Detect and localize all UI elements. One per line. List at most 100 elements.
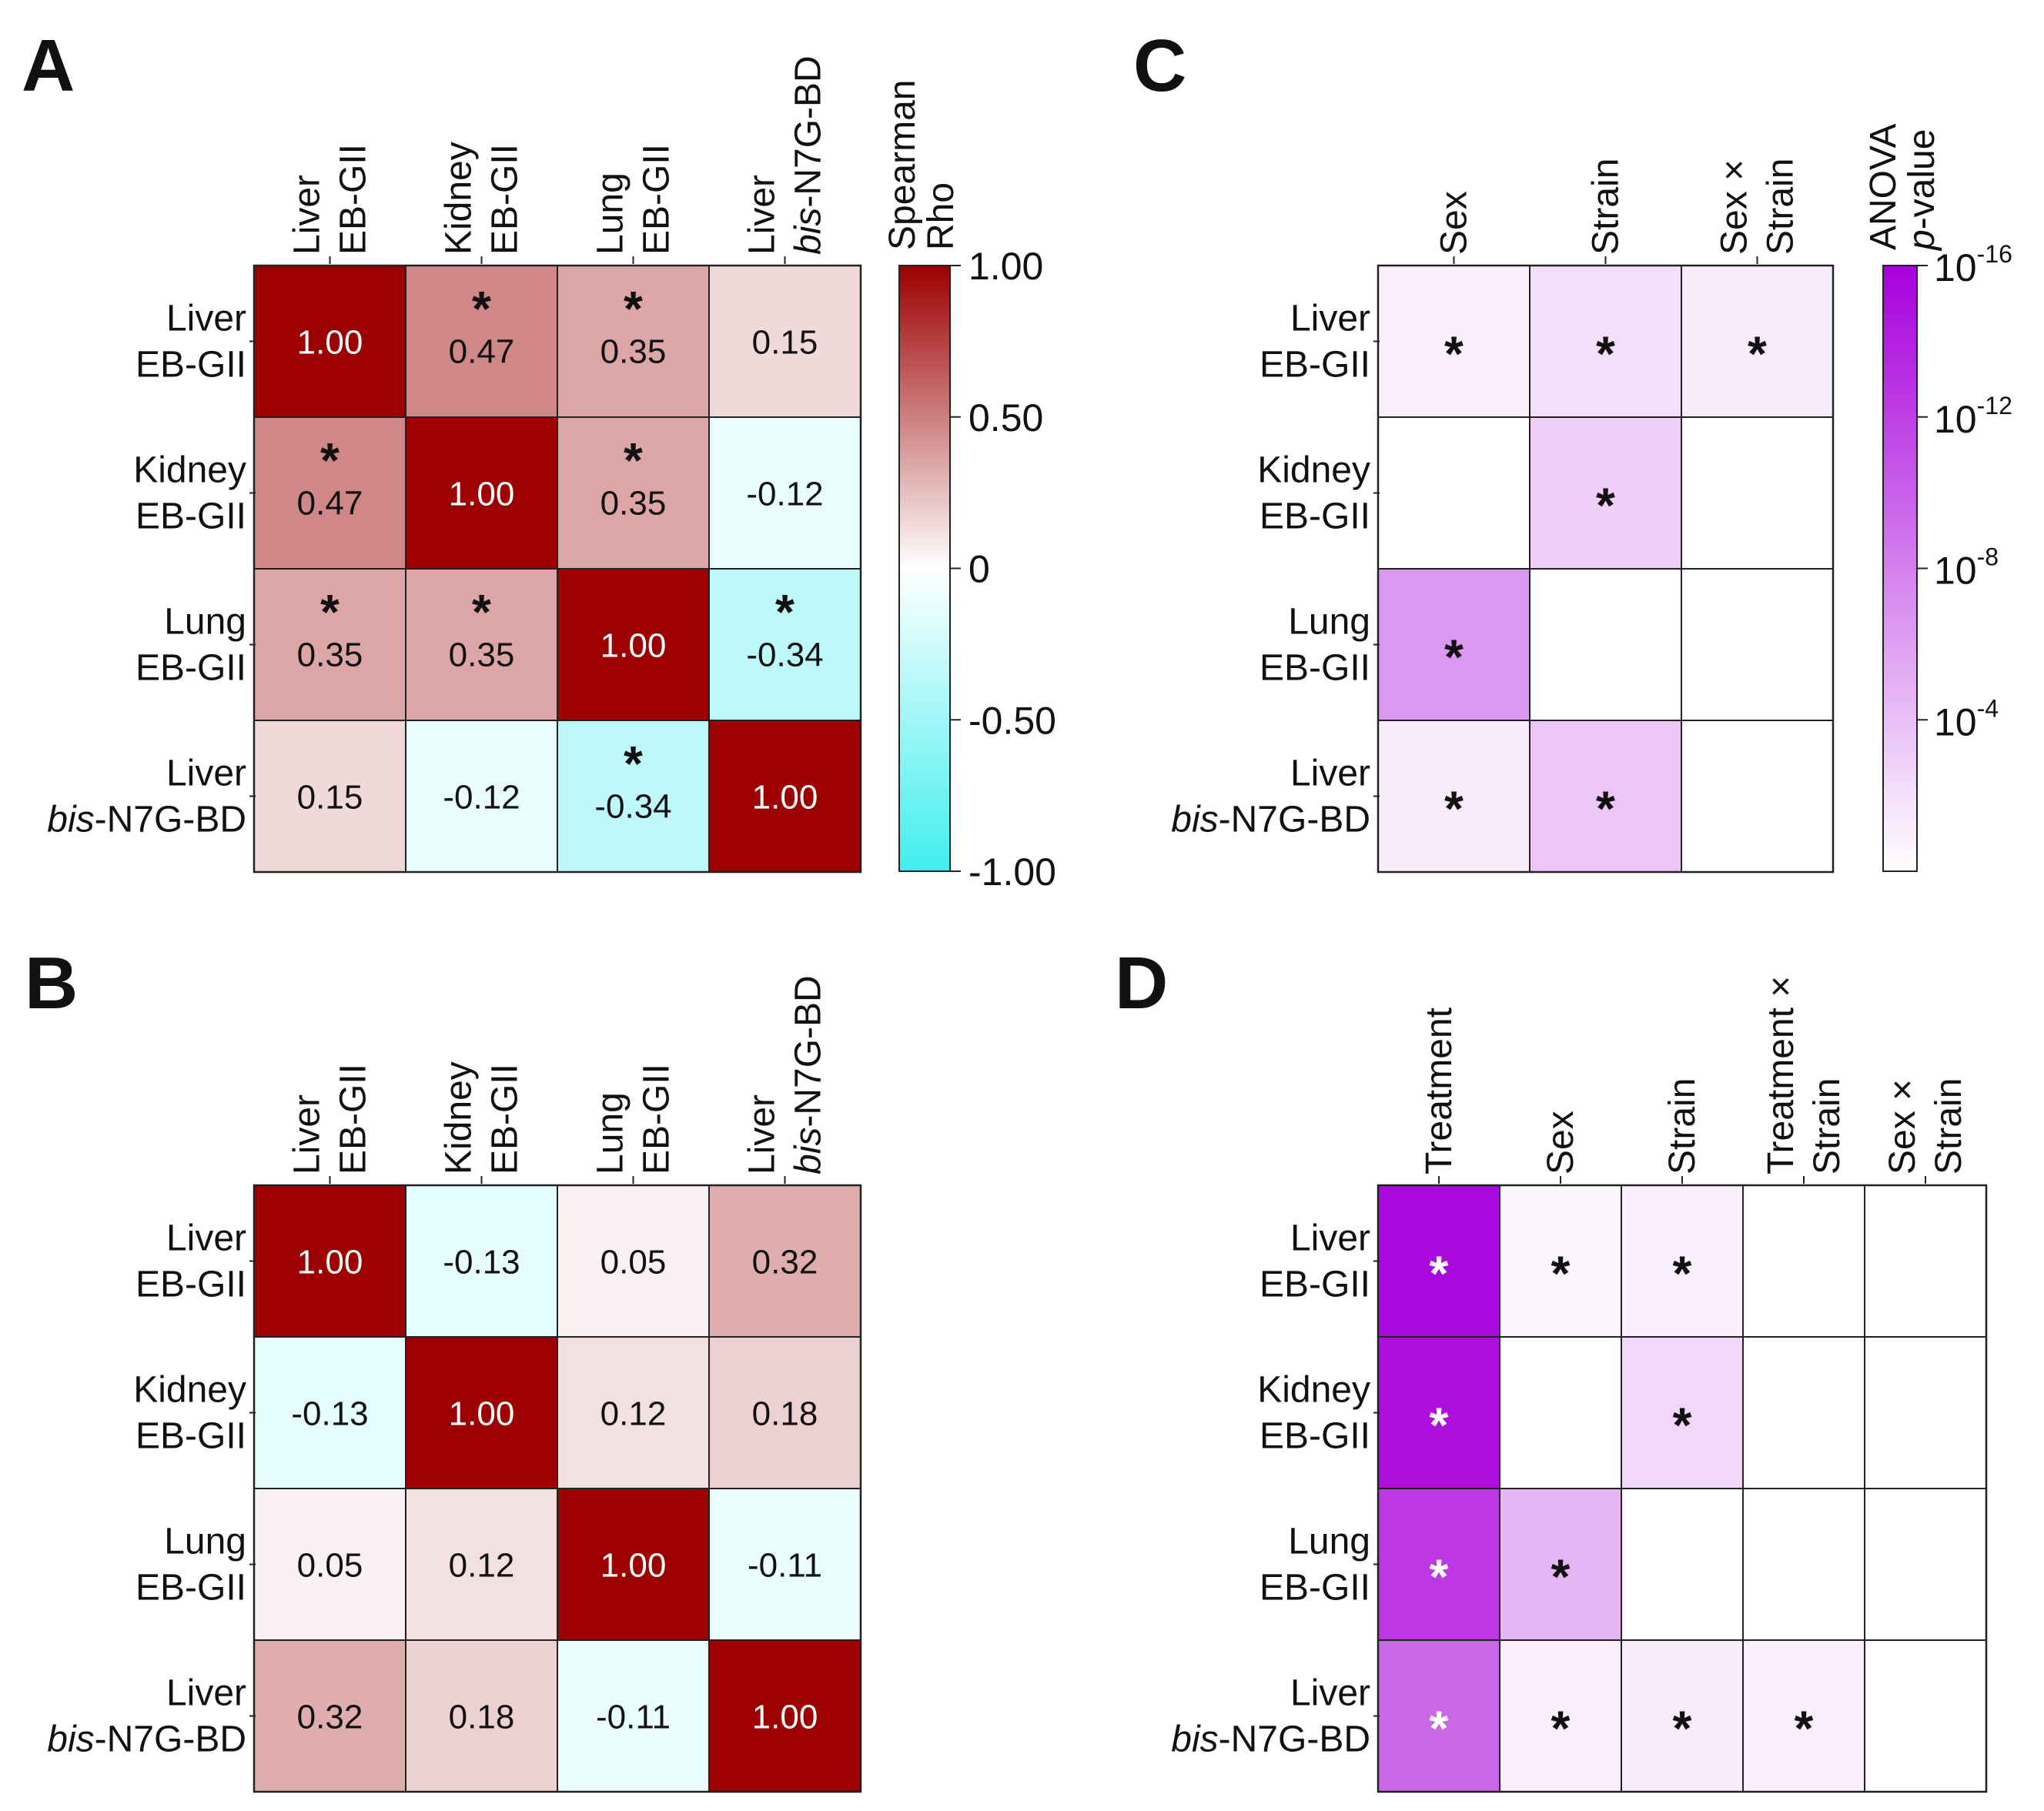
- significance-star: *: [1673, 1398, 1692, 1453]
- colorbar-title: p-value: [1902, 129, 1942, 252]
- column-label: Kidney: [439, 1061, 480, 1174]
- colorbar-title: Spearman: [882, 80, 923, 250]
- heatmap-cell: [1864, 1639, 1987, 1793]
- heatmap-cell: [557, 1336, 710, 1489]
- heatmap-cell: [1377, 416, 1530, 570]
- column-label: Lung: [590, 1092, 631, 1174]
- heatmap-cell: [1742, 1488, 1865, 1641]
- column-label: EB-GII: [637, 144, 677, 255]
- row-label: EB-GII: [1260, 496, 1370, 537]
- heatmap-cell: [1529, 265, 1682, 418]
- significance-star: *: [624, 433, 643, 488]
- label-plain-part: -N7G-BD: [788, 975, 829, 1127]
- row-label: Kidney: [1257, 450, 1370, 491]
- column-label: Liver: [742, 1094, 783, 1174]
- row-label: EB-GII: [1260, 345, 1370, 386]
- column-label: bis-N7G-BD: [788, 55, 829, 255]
- column-label: Treatment: [1419, 1007, 1460, 1174]
- cell-value: 1.00: [752, 1699, 818, 1736]
- label-italic-part: bis: [47, 800, 94, 840]
- heatmap-cell: [708, 1639, 861, 1793]
- heatmap-cell: [1529, 568, 1682, 721]
- heatmap-frame: [1377, 264, 1835, 874]
- heatmap-cell: [253, 1336, 406, 1489]
- colorbar-tick-label: 10-16: [1934, 240, 2012, 289]
- cell-value: 0.35: [600, 333, 667, 371]
- heatmap-cell: [405, 1185, 558, 1338]
- row-label: EB-GII: [135, 1416, 246, 1457]
- significance-star: *: [1551, 1246, 1571, 1301]
- heatmap-cell: [1742, 1336, 1865, 1489]
- significance-star: *: [472, 584, 491, 640]
- cell-value: -0.34: [746, 637, 823, 674]
- panel-D: * * * * * * * * * * * Liver EB-GII Kidney EB-GII Lung EB…: [1171, 976, 1988, 1793]
- heatmap-cell: [1529, 720, 1682, 873]
- column-label: Strain: [1929, 1078, 1969, 1174]
- cell-value: 1.00: [600, 1547, 667, 1585]
- row-label: EB-GII: [135, 648, 246, 689]
- column-label: Strain: [1761, 159, 1801, 255]
- column-label: Sex ×: [1882, 1079, 1923, 1174]
- significance-star: *: [1430, 1549, 1449, 1605]
- heatmap-cell: [1529, 416, 1682, 570]
- heatmap-cell: [1377, 1639, 1500, 1793]
- colorbar-title: ANOVA: [1863, 124, 1904, 250]
- row-label: Kidney: [133, 1370, 246, 1411]
- colorbar-tick-label: 0.50: [968, 396, 1043, 439]
- significance-star: *: [1551, 1549, 1571, 1605]
- colorbar-tick-label: 0: [968, 548, 990, 591]
- heatmap-cell: [1621, 1639, 1744, 1793]
- significance-star: *: [1748, 326, 1767, 382]
- cell-value: 1.00: [449, 476, 515, 513]
- panel-A: 1.00 0.47*0.35*0.150.47*1.00 0.35*-0.120.3…: [47, 55, 862, 874]
- tick-base: 10: [1934, 700, 1977, 743]
- heatmap-cell: [1681, 568, 1834, 721]
- panel-letter-D: D: [1115, 942, 1168, 1024]
- cell-value: 1.00: [449, 1395, 515, 1433]
- heatmap-cell: [253, 720, 406, 873]
- label-italic-part: bis: [1171, 1719, 1218, 1760]
- heatmap-cell: [1377, 1336, 1500, 1489]
- cell-value: 0.05: [297, 1547, 363, 1585]
- heatmap-cell: [1499, 1336, 1622, 1489]
- row-label: Kidney: [133, 450, 246, 491]
- colorbar-bar: [898, 265, 951, 872]
- row-label: Lung: [1288, 1522, 1370, 1562]
- significance-star: *: [1444, 630, 1464, 685]
- heatmap-cell: [708, 265, 861, 418]
- column-label: Kidney: [439, 142, 480, 255]
- significance-star: *: [1673, 1701, 1692, 1756]
- heatmap-cell: [1864, 1185, 1987, 1338]
- heatmap-cell: [405, 416, 558, 570]
- significance-star: *: [320, 584, 340, 640]
- heatmap-cell: [1377, 720, 1530, 873]
- panel-letter-C: C: [1133, 25, 1186, 107]
- cell-value: 1.00: [600, 627, 667, 665]
- column-label: EB-GII: [485, 144, 526, 255]
- label-plain-part: -N7G-BD: [788, 55, 829, 207]
- heatmap-cell: [1742, 1185, 1865, 1338]
- cell-value: 0.18: [449, 1699, 515, 1736]
- heatmap-cell: [1499, 1488, 1622, 1641]
- heatmap-cell: [1681, 416, 1834, 570]
- significance-star: *: [624, 736, 643, 791]
- label-plain-part: -N7G-BD: [1219, 800, 1370, 840]
- heatmap-cell: [1742, 1639, 1865, 1793]
- colorbar-title: Rho: [921, 182, 962, 250]
- row-label: EB-GII: [1260, 1265, 1370, 1305]
- tick-exponent: -4: [1977, 694, 1999, 722]
- row-label: Lung: [164, 1522, 246, 1562]
- column-label: Lung: [590, 172, 631, 255]
- heatmap-cell: [405, 1336, 558, 1489]
- colorbar-tick-label: -0.50: [968, 699, 1056, 742]
- cell-value: -0.13: [291, 1395, 368, 1433]
- row-label: EB-GII: [1260, 648, 1370, 689]
- cell-value: -0.11: [596, 1699, 671, 1736]
- colorbar-tick-label: 10-12: [1934, 392, 2012, 441]
- row-label: Liver: [166, 1218, 246, 1259]
- tick-base: 10: [1934, 398, 1977, 441]
- label-italic-part: bis: [1171, 800, 1218, 840]
- significance-star: *: [775, 584, 795, 640]
- significance-star: *: [1596, 781, 1615, 837]
